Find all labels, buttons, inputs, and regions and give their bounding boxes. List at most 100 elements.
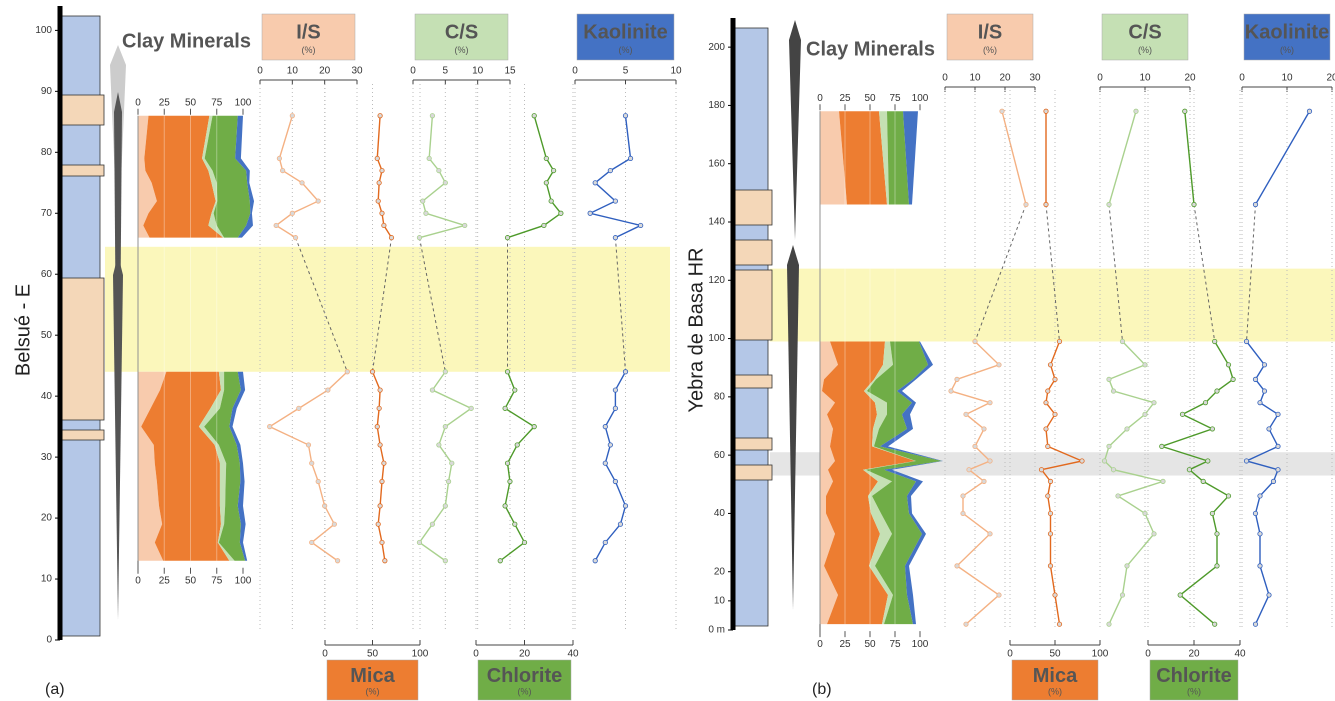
stack-tick-label: 0 bbox=[135, 97, 141, 108]
trend-spindle bbox=[787, 245, 799, 610]
sample-point bbox=[1243, 338, 1250, 345]
height-tick-label: 0 m bbox=[708, 625, 725, 636]
stack-title: Clay Minerals bbox=[806, 38, 935, 60]
litho-sandstone bbox=[61, 429, 105, 441]
sample-point bbox=[381, 460, 387, 466]
header-box bbox=[326, 659, 419, 701]
sample-point bbox=[1275, 443, 1281, 449]
sample-point bbox=[376, 405, 382, 411]
sample-point bbox=[1270, 478, 1277, 484]
sample-point bbox=[1043, 108, 1049, 114]
profile-tick-label: 0 bbox=[942, 73, 948, 84]
connector bbox=[1045, 204, 1060, 342]
sample-point bbox=[379, 167, 385, 174]
height-tick-label: 30 bbox=[41, 452, 53, 463]
stack-tick-label: 0 bbox=[817, 93, 823, 104]
sample-point bbox=[299, 180, 305, 186]
stack-area bbox=[903, 111, 918, 205]
sample-point bbox=[502, 405, 508, 411]
sample-point bbox=[981, 426, 987, 432]
connector bbox=[372, 237, 392, 372]
sample-point bbox=[388, 235, 395, 241]
header-box bbox=[1243, 13, 1331, 61]
stack-tick-label: 75 bbox=[889, 93, 901, 104]
sample-point bbox=[512, 521, 518, 527]
sample-point bbox=[954, 376, 960, 382]
sample-point bbox=[1110, 388, 1117, 394]
sample-point bbox=[1182, 108, 1188, 114]
sample-point bbox=[1119, 338, 1126, 345]
sample-point bbox=[1266, 592, 1272, 598]
sample-point bbox=[1119, 592, 1126, 598]
sample-point bbox=[592, 558, 598, 564]
sample-point bbox=[963, 621, 969, 627]
sample-point bbox=[1142, 510, 1148, 517]
profile-line bbox=[588, 115, 643, 239]
sample-point bbox=[1202, 400, 1209, 406]
stack-area bbox=[204, 115, 251, 238]
sample-point bbox=[966, 467, 972, 473]
header-name: C/S bbox=[1128, 22, 1161, 44]
sample-point bbox=[972, 338, 978, 345]
sample-point bbox=[987, 458, 993, 464]
header-name: Chlorite bbox=[487, 665, 563, 687]
sample-point bbox=[1047, 510, 1054, 517]
sample-point bbox=[1079, 458, 1085, 464]
stack-area bbox=[879, 111, 889, 205]
header-name: Mica bbox=[1033, 665, 1078, 687]
sample-point bbox=[426, 155, 432, 162]
sample-point bbox=[954, 563, 960, 569]
header-name: I/S bbox=[296, 22, 320, 44]
sample-point bbox=[1230, 376, 1236, 382]
height-tick-label: 10 bbox=[714, 595, 726, 606]
sample-point bbox=[612, 405, 619, 411]
sample-point bbox=[607, 442, 613, 448]
sample-point bbox=[376, 180, 382, 186]
sample-point bbox=[1252, 376, 1259, 382]
profile-tick-label: 50 bbox=[367, 649, 379, 660]
stack-tick-label: 75 bbox=[211, 97, 223, 108]
sample-point bbox=[382, 558, 388, 564]
sample-point bbox=[436, 167, 442, 174]
profile-tick-label: 50 bbox=[1049, 649, 1061, 660]
sample-point bbox=[1261, 362, 1268, 368]
stack-tick-label: 50 bbox=[864, 639, 876, 650]
sample-point bbox=[963, 411, 969, 417]
sample-point bbox=[507, 478, 513, 485]
stack-tick-label: 0 bbox=[135, 575, 141, 586]
litho-sandstone bbox=[734, 189, 773, 226]
sample-point bbox=[1056, 338, 1063, 345]
sample-point bbox=[497, 558, 503, 564]
sample-point bbox=[1200, 478, 1206, 484]
highlight-band bbox=[770, 268, 1335, 342]
sample-point bbox=[514, 442, 520, 448]
sample-point bbox=[1214, 388, 1220, 394]
profile-tick-label: 20 bbox=[1188, 649, 1200, 660]
sample-point bbox=[315, 478, 321, 485]
stack-tick-label: 50 bbox=[864, 93, 876, 104]
sample-point bbox=[550, 167, 557, 174]
sample-point bbox=[504, 460, 511, 466]
sample-point bbox=[1038, 467, 1045, 473]
sample-point bbox=[1225, 493, 1232, 499]
sample-point bbox=[558, 210, 564, 216]
stack-area bbox=[143, 115, 224, 238]
sample-point bbox=[1045, 493, 1051, 499]
sample-point bbox=[512, 387, 518, 393]
height-tick-label: 180 bbox=[708, 100, 725, 111]
height-tick-label: 120 bbox=[708, 275, 725, 286]
profile-tick-label: 20 bbox=[519, 649, 531, 660]
sample-point bbox=[1177, 592, 1183, 598]
sample-point bbox=[442, 369, 448, 375]
header-name: Kaolinite bbox=[583, 22, 667, 44]
height-tick-label: 100 bbox=[35, 25, 52, 36]
stack-tick-label: 25 bbox=[159, 575, 171, 586]
panel-label: (a) bbox=[45, 681, 65, 698]
profile-tick-label: 40 bbox=[567, 649, 579, 660]
stack-tick-label: 75 bbox=[889, 639, 901, 650]
sample-point bbox=[592, 180, 598, 186]
stack-tick-label: 25 bbox=[839, 93, 851, 104]
sample-point bbox=[948, 388, 954, 394]
height-tick-label: 200 bbox=[708, 42, 725, 53]
